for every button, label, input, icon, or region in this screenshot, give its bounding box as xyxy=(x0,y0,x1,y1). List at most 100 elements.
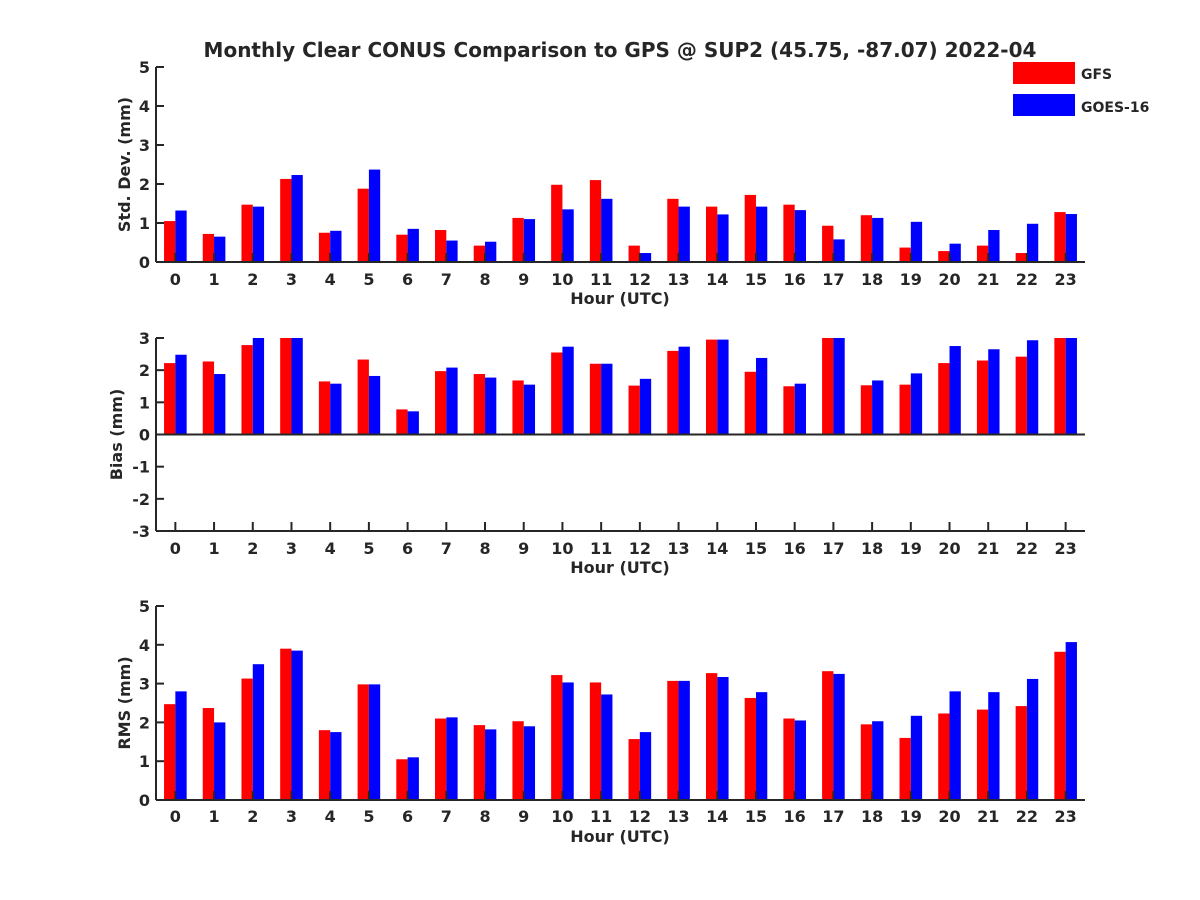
x-tick-label: 11 xyxy=(590,270,612,289)
y-tick-label: 3 xyxy=(139,136,150,155)
x-tick-label: 10 xyxy=(551,539,573,558)
bar-gfs-hour-20 xyxy=(938,363,950,435)
x-tick-label: 21 xyxy=(977,807,999,826)
bar-gfs-hour-19 xyxy=(899,247,911,262)
y-tick-label: 5 xyxy=(139,597,150,616)
legend-swatch-gfs xyxy=(1013,62,1075,84)
bar-gfs-hour-17 xyxy=(822,671,834,800)
bar-gfs-hour-7 xyxy=(435,718,447,800)
x-tick-label: 16 xyxy=(784,270,806,289)
bar-goes16-hour-19 xyxy=(910,221,923,262)
bar-gfs-hour-9 xyxy=(512,217,524,262)
bar-goes16-hour-8 xyxy=(485,241,497,262)
bar-gfs-hour-8 xyxy=(473,245,486,262)
bar-gfs-hour-3 xyxy=(280,648,292,800)
x-tick-label: 13 xyxy=(667,807,689,826)
bar-goes16-hour-6 xyxy=(407,228,419,262)
bar-goes16-hour-5 xyxy=(368,169,381,262)
x-tick-label: 10 xyxy=(551,807,573,826)
bar-goes16-hour-2 xyxy=(252,338,265,435)
x-tick-label: 11 xyxy=(590,539,612,558)
x-tick-label: 16 xyxy=(784,539,806,558)
x-tick-label: 7 xyxy=(441,807,452,826)
bar-goes16-hour-11 xyxy=(601,198,613,262)
bar-gfs-hour-14 xyxy=(705,206,718,262)
y-tick-label: -2 xyxy=(132,490,150,509)
bar-goes16-hour-20 xyxy=(949,346,961,435)
x-tick-label: 5 xyxy=(363,539,374,558)
y-tick-label: 2 xyxy=(139,361,150,380)
y-tick-label: 4 xyxy=(139,636,150,655)
x-axis-label: Hour (UTC) xyxy=(570,289,670,308)
x-tick-label: 17 xyxy=(822,270,844,289)
x-tick-label: 17 xyxy=(822,539,844,558)
bar-gfs-hour-21 xyxy=(976,245,989,262)
bar-gfs-hour-3 xyxy=(280,338,292,435)
x-tick-label: 8 xyxy=(479,807,490,826)
bar-goes16-hour-16 xyxy=(794,720,806,800)
bar-goes16-hour-2 xyxy=(252,206,265,262)
y-tick-label: -1 xyxy=(132,458,150,477)
x-tick-label: 14 xyxy=(706,539,728,558)
bar-gfs-hour-6 xyxy=(396,234,408,262)
x-tick-label: 9 xyxy=(518,270,529,289)
bar-gfs-hour-17 xyxy=(822,338,834,435)
x-tick-label: 4 xyxy=(325,270,336,289)
x-tick-label: 12 xyxy=(629,539,651,558)
y-axis-label: RMS (mm) xyxy=(115,656,134,749)
x-tick-label: 23 xyxy=(1055,539,1077,558)
x-tick-label: 4 xyxy=(325,807,336,826)
x-tick-label: 20 xyxy=(938,539,960,558)
bar-gfs-hour-1 xyxy=(202,233,215,262)
bar-gfs-hour-6 xyxy=(396,759,408,800)
bar-goes16-hour-17 xyxy=(833,338,845,435)
x-tick-label: 9 xyxy=(518,807,529,826)
bar-goes16-hour-7 xyxy=(446,717,458,800)
chart-title: Monthly Clear CONUS Comparison to GPS @ … xyxy=(204,38,1037,62)
bar-gfs-hour-20 xyxy=(938,713,950,800)
bar-goes16-hour-1 xyxy=(214,722,226,800)
bar-gfs-hour-19 xyxy=(899,384,911,435)
bar-gfs-hour-5 xyxy=(357,359,369,435)
x-tick-label: 21 xyxy=(977,270,999,289)
x-tick-label: 20 xyxy=(938,270,960,289)
bar-goes16-hour-23 xyxy=(1065,214,1077,262)
bar-goes16-hour-8 xyxy=(485,729,497,800)
x-tick-label: 15 xyxy=(745,539,767,558)
y-tick-label: 2 xyxy=(139,175,150,194)
bar-goes16-hour-1 xyxy=(214,374,226,435)
bar-goes16-hour-0 xyxy=(175,691,187,800)
bar-gfs-hour-23 xyxy=(1054,212,1066,262)
x-tick-label: 17 xyxy=(822,807,844,826)
bar-gfs-hour-14 xyxy=(705,673,718,800)
y-tick-label: 3 xyxy=(139,329,150,348)
bar-goes16-hour-18 xyxy=(872,721,884,800)
x-tick-label: 18 xyxy=(861,270,883,289)
bar-goes16-hour-20 xyxy=(949,691,961,800)
bar-gfs-hour-12 xyxy=(628,245,640,262)
y-tick-label: 0 xyxy=(139,791,150,810)
x-tick-label: 18 xyxy=(861,807,883,826)
bar-gfs-hour-6 xyxy=(396,409,408,435)
x-tick-label: 3 xyxy=(286,270,297,289)
y-axis-label: Bias (mm) xyxy=(107,389,126,481)
x-tick-label: 13 xyxy=(667,270,689,289)
bar-gfs-hour-1 xyxy=(202,708,215,800)
y-tick-label: 1 xyxy=(139,393,150,412)
bar-goes16-hour-18 xyxy=(872,217,884,262)
bar-gfs-hour-20 xyxy=(938,251,950,262)
x-tick-label: 19 xyxy=(900,539,922,558)
bar-goes16-hour-19 xyxy=(910,373,923,435)
bar-goes16-hour-17 xyxy=(833,673,845,800)
bar-goes16-hour-21 xyxy=(988,230,1000,262)
bar-goes16-hour-15 xyxy=(755,357,768,435)
x-tick-label: 19 xyxy=(900,270,922,289)
bar-gfs-hour-11 xyxy=(589,363,602,435)
bar-goes16-hour-16 xyxy=(794,210,806,262)
x-tick-label: 8 xyxy=(479,539,490,558)
y-tick-label: 2 xyxy=(139,713,150,732)
x-axis-label: Hour (UTC) xyxy=(570,558,670,577)
bar-goes16-hour-21 xyxy=(988,349,1000,435)
